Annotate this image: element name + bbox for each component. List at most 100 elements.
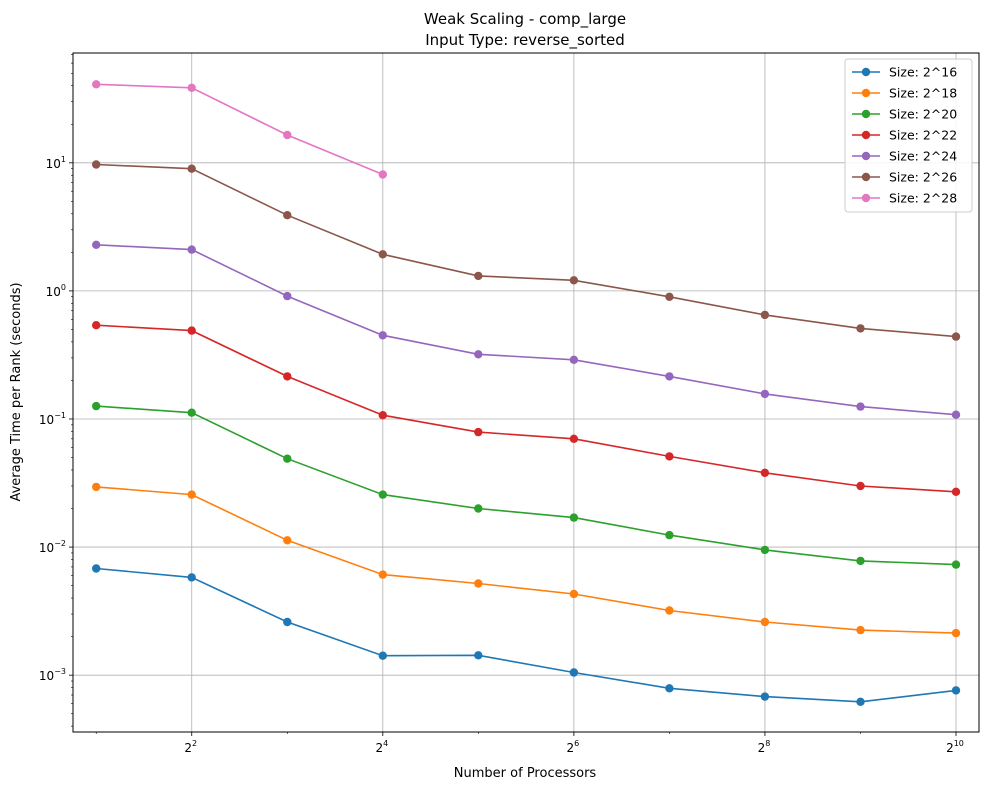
grid-lines — [73, 53, 979, 732]
data-point — [92, 564, 101, 573]
x-tick-base: 2 — [758, 741, 766, 755]
chart-title-line1: Weak Scaling - comp_large — [424, 10, 626, 29]
data-point — [474, 579, 483, 588]
y-tick-label: 10−2 — [39, 539, 66, 555]
x-tick-base: 2 — [567, 741, 575, 755]
data-point — [760, 617, 770, 627]
legend-label: Size: 2^28 — [889, 191, 957, 206]
series-4 — [92, 321, 961, 496]
series-line — [96, 244, 957, 416]
data-point — [92, 482, 101, 492]
data-point — [951, 410, 961, 419]
series-1 — [92, 564, 961, 706]
data-point — [856, 697, 865, 706]
data-point — [856, 481, 865, 491]
data-point — [569, 513, 579, 522]
data-point — [283, 211, 292, 220]
series-line — [96, 486, 957, 634]
series-2 — [92, 482, 961, 638]
x-tick-exponent: 8 — [765, 739, 770, 748]
series-5 — [92, 240, 961, 419]
data-point — [92, 160, 101, 169]
y-tick-label: 10−3 — [39, 667, 66, 683]
legend-box — [844, 58, 973, 213]
data-point — [856, 556, 865, 566]
x-tick-exponent: 4 — [383, 739, 388, 748]
data-point — [378, 331, 387, 340]
data-point — [760, 310, 770, 320]
legend-item: Size: 2^28 — [852, 191, 957, 206]
data-point — [856, 324, 865, 333]
legend-marker — [861, 130, 871, 140]
data-point — [569, 276, 579, 285]
y-tick-base: 10 — [39, 669, 54, 683]
series-line — [96, 567, 957, 703]
data-point — [665, 684, 674, 693]
data-point — [951, 560, 961, 569]
x-tick-exponent: 6 — [574, 739, 579, 748]
x-tick-base: 2 — [946, 741, 954, 755]
data-point — [856, 625, 865, 635]
legend-label: Size: 2^16 — [889, 65, 957, 80]
legend-item: Size: 2^18 — [852, 86, 957, 101]
data-point — [474, 350, 483, 359]
y-tick-base: 10 — [46, 157, 61, 171]
legend-marker — [861, 88, 871, 98]
y-tick-base: 10 — [39, 541, 54, 555]
legend-item: Size: 2^26 — [852, 170, 957, 185]
x-tick-label: 28 — [758, 739, 771, 755]
legend-item: Size: 2^22 — [852, 128, 957, 143]
data-point — [474, 271, 483, 281]
data-point — [283, 454, 292, 463]
data-point — [283, 617, 292, 627]
x-tick-base: 2 — [375, 741, 383, 755]
data-point — [283, 372, 292, 381]
data-point — [665, 292, 674, 301]
legend-marker — [861, 67, 871, 77]
data-point — [378, 651, 387, 660]
y-tick-base: 10 — [46, 285, 61, 299]
data-point — [378, 490, 387, 499]
data-point — [92, 240, 101, 249]
y-tick-label: 101 — [46, 155, 66, 171]
series-7 — [92, 80, 387, 179]
series-line — [96, 405, 957, 566]
data-point — [760, 692, 770, 701]
data-point — [760, 545, 770, 555]
x-tick-label: 22 — [184, 739, 197, 755]
data-point — [951, 628, 961, 638]
data-point — [187, 490, 196, 499]
data-point — [187, 326, 196, 335]
x-axis-ticks: 22 24 26 28 210 — [184, 732, 964, 755]
x-tick-exponent: 10 — [954, 739, 964, 748]
legend: Size: 2^16 Size: 2^18 Size: 2^20 Size: 2^22… — [844, 58, 973, 213]
data-point — [187, 164, 196, 173]
legend-item: Size: 2^24 — [852, 149, 957, 164]
data-point — [474, 651, 483, 660]
data-point — [951, 332, 961, 341]
series-3 — [92, 401, 961, 569]
data-point — [569, 668, 579, 677]
data-point — [187, 245, 196, 254]
y-tick-exponent: −1 — [54, 411, 66, 420]
data-point — [378, 250, 387, 259]
data-point — [187, 408, 196, 417]
x-tick-base: 2 — [184, 741, 192, 755]
y-tick-label: 10−1 — [39, 411, 66, 427]
data-point — [665, 372, 674, 381]
series-line — [96, 324, 957, 493]
legend-label: Size: 2^24 — [889, 149, 957, 164]
legend-marker — [861, 193, 871, 203]
legend-label: Size: 2^20 — [889, 107, 957, 122]
data-point — [569, 434, 579, 443]
data-point — [760, 468, 770, 477]
y-tick-exponent: −3 — [54, 667, 66, 676]
data-point — [665, 606, 674, 615]
legend-item: Size: 2^16 — [852, 65, 957, 80]
plot-frame — [72, 52, 980, 733]
x-tick-label: 210 — [946, 739, 964, 755]
data-point — [474, 427, 483, 437]
